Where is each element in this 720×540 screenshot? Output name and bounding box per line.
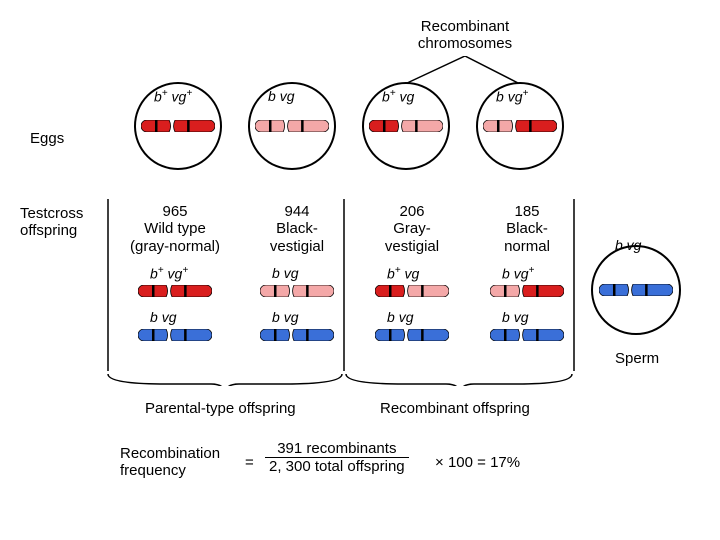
egg-genotype-1: b vg <box>268 88 294 104</box>
egg-genotype-2: b+ vg <box>382 88 414 105</box>
header-label: Recombinant chromosomes <box>390 18 540 52</box>
formula-times: × 100 = 17% <box>435 454 520 471</box>
header-line2: chromosomes <box>418 35 512 52</box>
egg-chromosome-0 <box>141 120 215 132</box>
sperm-chromosome <box>599 284 673 296</box>
rf-line1: Recombination <box>120 445 220 462</box>
sperm-label: Sperm <box>615 350 659 367</box>
testcross-label: Testcross offspring <box>20 205 83 239</box>
egg-genotype-0: b+ vg+ <box>154 88 192 105</box>
diagram-container: Recombinant chromosomes Eggs b+ vg+ b vg… <box>10 10 710 530</box>
parental-group-label: Parental-type offspring <box>145 400 296 417</box>
rf-line2: frequency <box>120 462 186 479</box>
egg-genotype-3: b vg+ <box>496 88 528 105</box>
testcross-line2: offspring <box>20 222 77 239</box>
header-bracket-icon <box>360 56 580 86</box>
egg-chromosome-3 <box>483 120 557 132</box>
header-line1: Recombinant <box>421 18 509 35</box>
testcross-line1: Testcross <box>20 205 83 222</box>
dividers-icon <box>106 196 586 386</box>
egg-chromosome-2 <box>369 120 443 132</box>
formula-equals: = <box>245 454 254 471</box>
eggs-label: Eggs <box>30 130 64 147</box>
formula-denominator: 2, 300 total offspring <box>265 458 409 475</box>
formula-numerator: 391 recombinants <box>265 440 409 458</box>
formula-fraction: 391 recombinants 2, 300 total offspring <box>265 440 409 475</box>
egg-chromosome-1 <box>255 120 329 132</box>
recomb-freq-label: Recombination frequency <box>120 445 220 479</box>
sperm-genotype: b vg <box>615 237 641 253</box>
recombinant-group-label: Recombinant offspring <box>380 400 530 417</box>
